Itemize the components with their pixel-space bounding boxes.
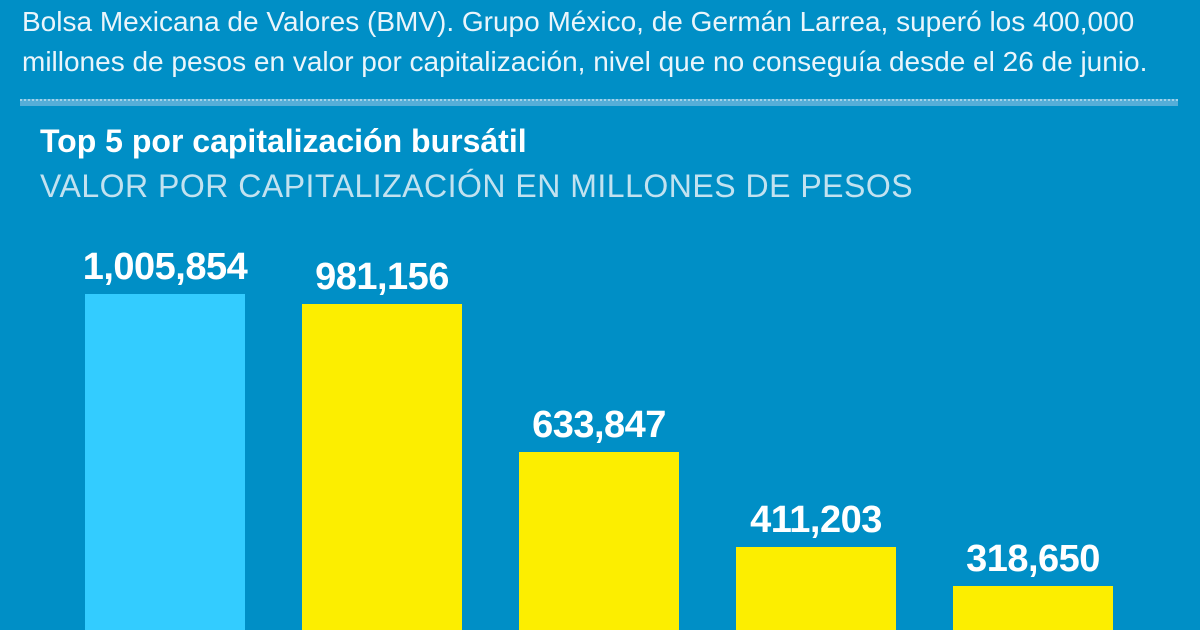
bar — [302, 304, 462, 630]
intro-text: Bolsa Mexicana de Valores (BMV). Grupo M… — [22, 2, 1147, 82]
intro-line-2: millones de pesos en valor por capitaliz… — [22, 46, 1148, 77]
bar-value-label: 1,005,854 — [82, 246, 248, 288]
chart-title: Top 5 por capitalización bursátil — [40, 123, 527, 159]
bar-value-label: 981,156 — [315, 256, 449, 298]
bar — [85, 294, 245, 630]
divider-line — [20, 99, 1178, 106]
bar — [736, 547, 896, 630]
chart-subtitle: VALOR POR CAPITALIZACIÓN EN MILLONES DE … — [40, 168, 914, 204]
bar-value-label: 411,203 — [750, 499, 882, 541]
intro-line-1: Bolsa Mexicana de Valores (BMV). Grupo M… — [22, 6, 1135, 37]
bar-value-label: 633,847 — [532, 404, 666, 446]
bar — [953, 586, 1113, 630]
bar-value-label: 318,650 — [966, 538, 1100, 580]
bar — [519, 452, 679, 630]
